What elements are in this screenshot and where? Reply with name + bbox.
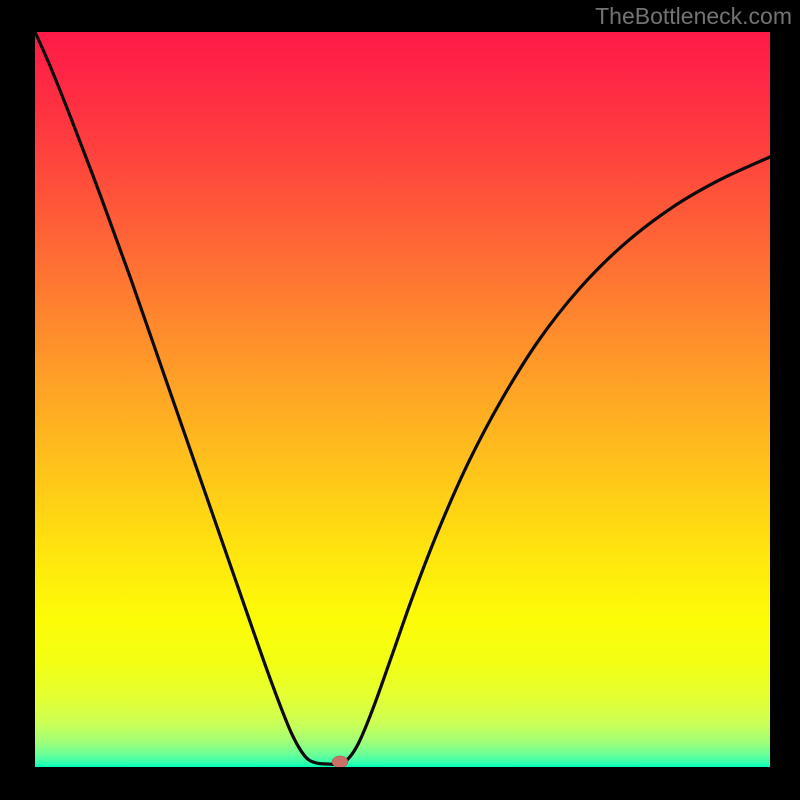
bottleneck-marker-icon (332, 756, 348, 767)
gradient-background (35, 32, 770, 767)
bottleneck-chart (35, 32, 770, 767)
chart-frame: TheBottleneck.com (0, 0, 800, 800)
watermark-text: TheBottleneck.com (595, 3, 792, 30)
